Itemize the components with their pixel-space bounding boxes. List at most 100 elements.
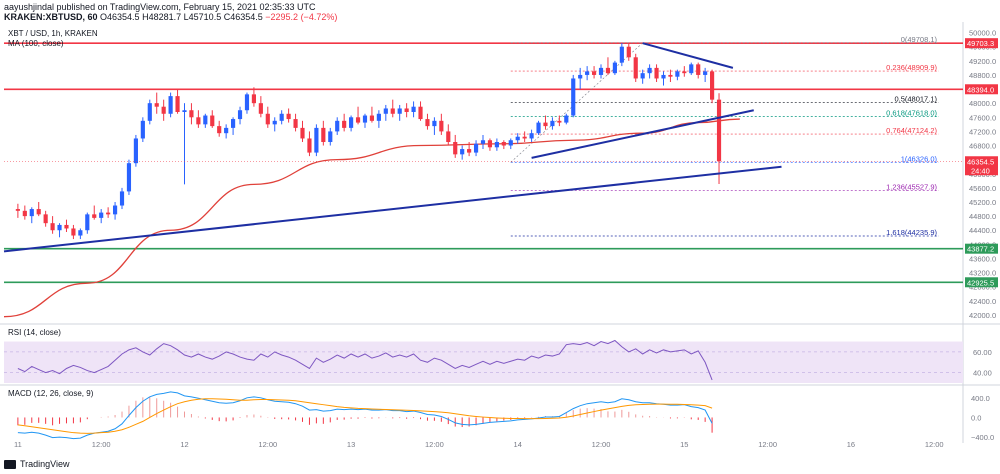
price-tick-label: 43600.0 bbox=[969, 254, 996, 263]
tradingview-logo-icon bbox=[4, 459, 16, 469]
candle-body bbox=[467, 149, 472, 153]
candle-body bbox=[362, 115, 368, 123]
candle-body bbox=[703, 71, 708, 75]
macd-legend: MACD (12, 26, close, 9) bbox=[8, 389, 94, 398]
candle-body bbox=[501, 142, 506, 146]
candle-body bbox=[258, 103, 263, 114]
price-tick-label: 42000.0 bbox=[969, 311, 996, 320]
price-tick-label: 47200.0 bbox=[969, 127, 996, 136]
bullish-trendline bbox=[531, 109, 754, 159]
candle-body bbox=[543, 122, 548, 127]
candle-body bbox=[335, 120, 340, 132]
fib-level-label: 0.236(48909.9) bbox=[886, 63, 937, 72]
candle-body bbox=[140, 120, 145, 139]
candle-body bbox=[383, 108, 388, 114]
time-tick-label: 12:00 bbox=[425, 440, 444, 449]
candle-body bbox=[182, 110, 187, 112]
candle-body bbox=[22, 210, 27, 217]
candle-body bbox=[147, 103, 152, 121]
price-tick-label: 46800.0 bbox=[969, 142, 996, 151]
support-43877-price-tag bbox=[965, 243, 998, 254]
tradingview-logo[interactable]: TradingView bbox=[4, 459, 70, 469]
candle-body bbox=[487, 140, 493, 148]
price-tick-label: 45600.0 bbox=[969, 184, 996, 193]
macd-tick-label: 400.0 bbox=[971, 394, 990, 403]
footer: TradingView bbox=[0, 455, 1000, 474]
rsi-line bbox=[17, 339, 713, 381]
main-support-trendline bbox=[3, 165, 782, 253]
fib-level-label: 1.618(44235.9) bbox=[886, 228, 937, 237]
candle-body bbox=[328, 131, 333, 142]
candle-body bbox=[404, 108, 409, 112]
candle-body bbox=[272, 120, 277, 125]
candle-body bbox=[626, 46, 631, 58]
price-tick-label: 48000.0 bbox=[969, 99, 996, 108]
candle-body bbox=[460, 149, 465, 155]
price-tick-label: 44800.0 bbox=[969, 212, 996, 221]
chart-canvas[interactable]: 42000.042400.042800.043200.043600.044000… bbox=[0, 22, 1000, 455]
candle-body bbox=[64, 224, 69, 229]
candle-body bbox=[453, 142, 458, 155]
price-tick-label: 44400.0 bbox=[969, 226, 996, 235]
candle-body bbox=[515, 136, 520, 141]
candle-body bbox=[564, 115, 569, 123]
fib-level-label: 0.618(47618.0) bbox=[886, 109, 937, 118]
resistance-48394-label: 48394.0 bbox=[967, 85, 994, 94]
candle-body bbox=[224, 127, 229, 134]
current-price-tag bbox=[965, 156, 998, 176]
ohlc-low: L45710.5 bbox=[183, 12, 222, 22]
candle-body bbox=[119, 191, 125, 206]
candle-body bbox=[231, 119, 236, 128]
price-tick-label: 49200.0 bbox=[969, 57, 996, 66]
candle-body bbox=[376, 113, 381, 121]
candle-body bbox=[598, 67, 604, 75]
candle-body bbox=[133, 138, 138, 164]
candle-body bbox=[210, 115, 215, 127]
candle-body bbox=[112, 205, 118, 215]
candle-body bbox=[314, 127, 319, 153]
time-tick-label: 14 bbox=[514, 440, 522, 449]
candle-body bbox=[522, 136, 527, 139]
publish-header: aayushjindal published on TradingView.co… bbox=[0, 0, 1000, 22]
candle-body bbox=[355, 117, 361, 123]
candle-body bbox=[605, 67, 611, 74]
candle-body bbox=[78, 230, 83, 236]
candle-body bbox=[446, 131, 451, 142]
candle-body bbox=[473, 143, 479, 153]
candle-body bbox=[15, 209, 20, 211]
ohlc-close: C46354.5 bbox=[223, 12, 263, 22]
candle-body bbox=[640, 73, 645, 79]
fib-level-label: 0(49708.1) bbox=[901, 35, 938, 44]
candle-body bbox=[251, 94, 256, 104]
candle-body bbox=[661, 74, 666, 79]
chart-legend-title: XBT / USD, 1h, KRAKEN bbox=[8, 29, 98, 38]
candle-body bbox=[217, 126, 222, 134]
candle-body bbox=[675, 71, 680, 77]
candle-body bbox=[633, 57, 638, 79]
candle-body bbox=[668, 74, 673, 77]
time-tick-label: 12:00 bbox=[92, 440, 111, 449]
fib-level-label: 1.236(45527.9) bbox=[886, 182, 937, 191]
candle-body bbox=[432, 120, 437, 127]
candle-body bbox=[175, 96, 180, 112]
countdown-label: 24:40 bbox=[971, 166, 990, 175]
time-tick-label: 12:00 bbox=[258, 440, 277, 449]
rsi-tick-label: 40.00 bbox=[973, 369, 992, 378]
ma-legend: MA (100, close) bbox=[8, 39, 64, 48]
candle-body bbox=[710, 71, 715, 100]
current-price-label: 46354.5 bbox=[967, 157, 994, 166]
candle-body bbox=[439, 120, 444, 132]
candle-body bbox=[265, 113, 270, 125]
fib-level-label: 0.5(48017.1) bbox=[894, 95, 937, 104]
fib-level-label: 1(46326.0) bbox=[901, 154, 938, 163]
price-tick-label: 50000.0 bbox=[969, 29, 996, 38]
candle-body bbox=[307, 138, 312, 153]
fib-level-label: 0.764(47124.2) bbox=[886, 126, 937, 135]
publisher-line: aayushjindal published on TradingView.co… bbox=[4, 2, 316, 12]
ohlc-line: KRAKEN:XBTUSD, 60 O46354.5 H48281.7 L457… bbox=[4, 12, 337, 22]
macd-tick-label: 0.0 bbox=[971, 413, 981, 422]
candle-body bbox=[342, 120, 347, 128]
candle-body bbox=[71, 228, 76, 236]
candle-body bbox=[43, 214, 48, 224]
candle-body bbox=[585, 71, 590, 75]
